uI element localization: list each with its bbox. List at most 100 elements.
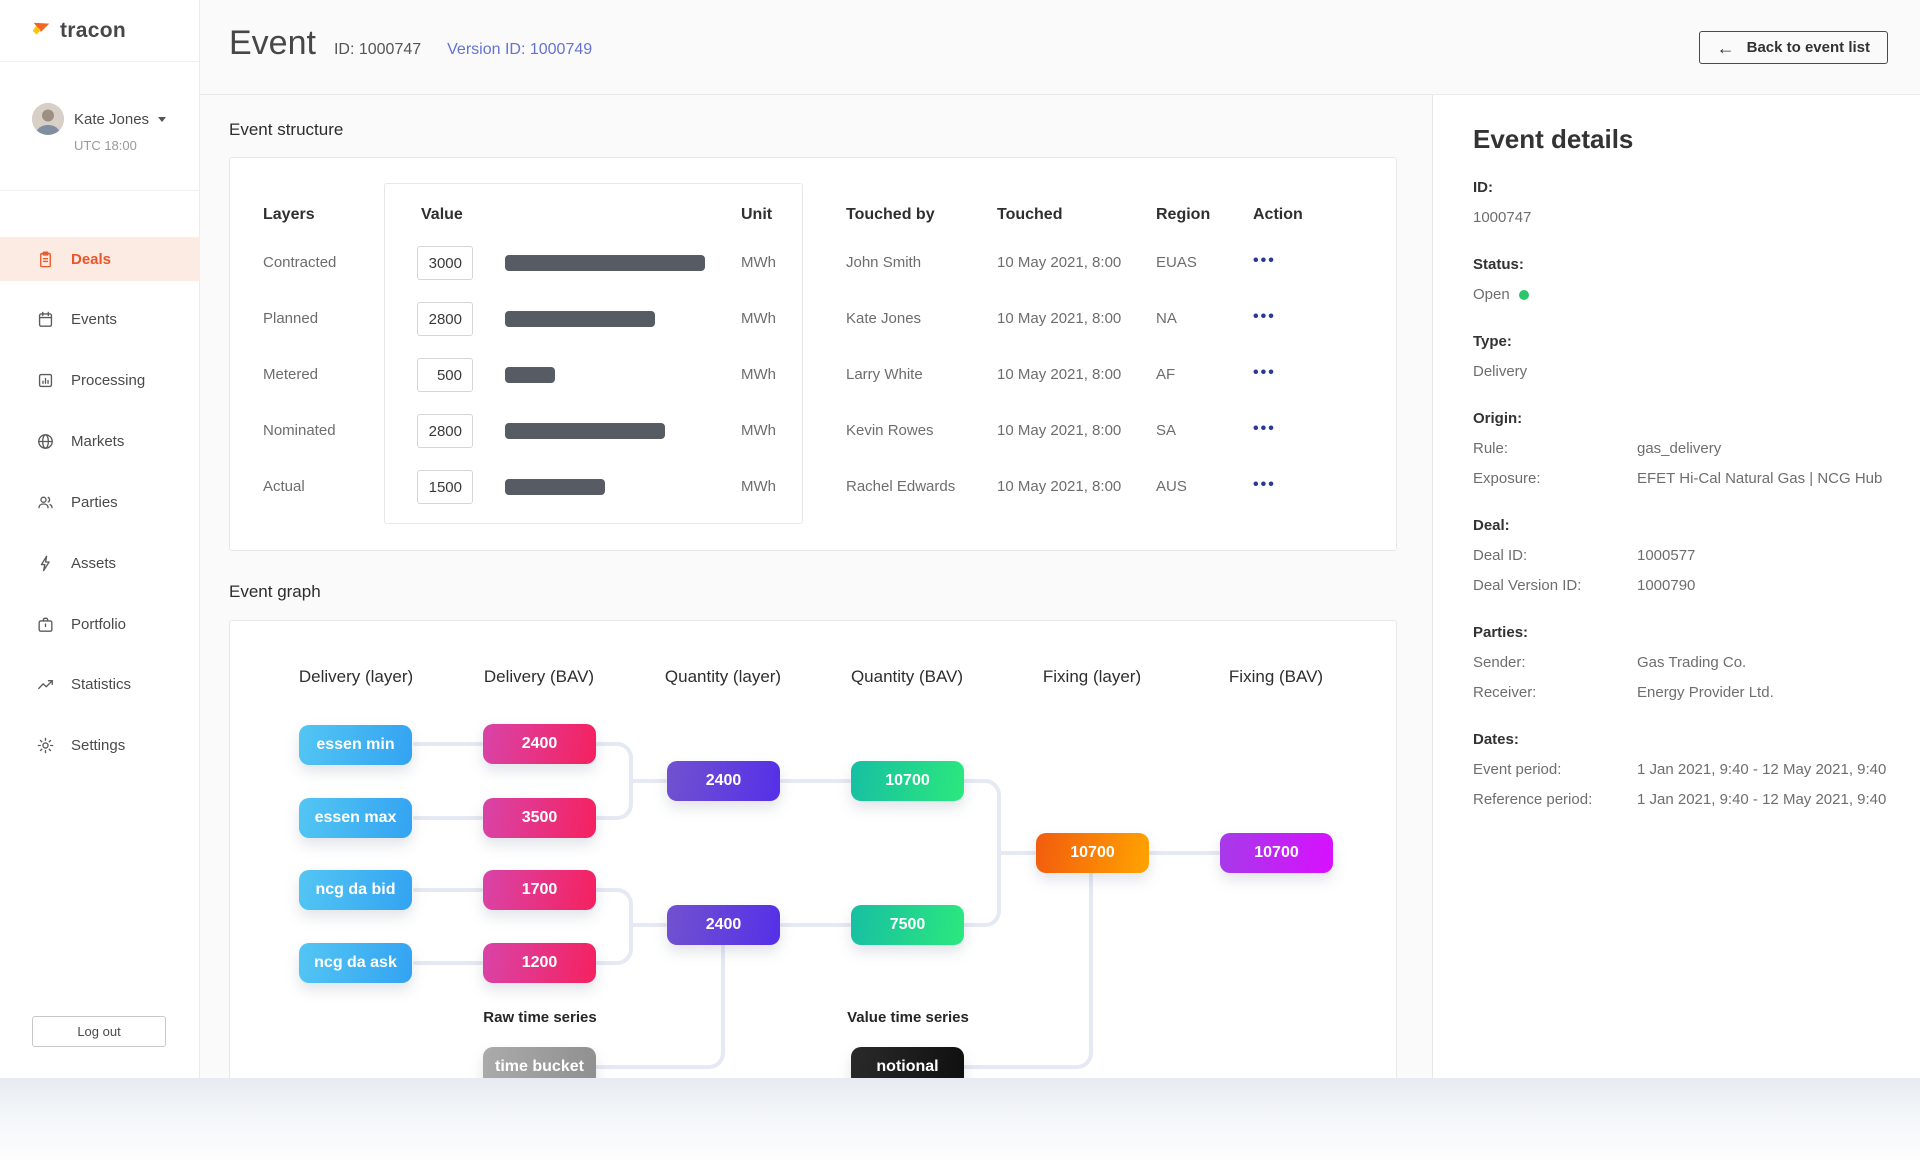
graph-node-delivery-bav-3[interactable]: 1700	[483, 870, 596, 910]
event-graph-card: Delivery (layer) Delivery (BAV) Quantity…	[229, 620, 1397, 1090]
sidebar-item-label: Parties	[71, 493, 118, 511]
value-bar	[505, 479, 705, 495]
calendar-icon	[36, 310, 55, 329]
graph-col-delivery-bav: Delivery (BAV)	[483, 667, 595, 686]
graph-node-delivery-bav-2[interactable]: 3500	[483, 798, 596, 838]
graph-node-fixing-bav[interactable]: 10700	[1220, 833, 1333, 873]
region-value: EUAS	[1156, 254, 1197, 271]
value-input[interactable]	[417, 358, 473, 392]
graph-col-quantity-layer: Quantity (layer)	[664, 667, 782, 686]
col-header-value: Value	[421, 206, 463, 223]
value-bar	[505, 423, 705, 439]
touched-by-value: John Smith	[846, 254, 922, 271]
region-value: NA	[1156, 310, 1177, 327]
value-input[interactable]	[417, 414, 473, 448]
row-actions-menu[interactable]: •••	[1253, 252, 1276, 269]
sidebar-item-label: Portfolio	[71, 615, 127, 633]
detail-value: EFET Hi-Cal Natural Gas | NCG Hub	[1637, 470, 1883, 487]
sidebar-item-assets[interactable]: Assets	[0, 541, 200, 585]
value-input[interactable]	[417, 246, 473, 280]
detail-section-dates: Dates: Event period: 1 Jan 2021, 9:40 - 1…	[1473, 725, 1890, 815]
graph-edge	[413, 742, 483, 746]
sidebar-item-processing[interactable]: Processing	[0, 358, 200, 402]
detail-section-deal: Deal: Deal ID: 1000577 Deal Version ID: 10…	[1473, 511, 1890, 601]
graph-edge	[413, 816, 483, 820]
value-bar	[505, 311, 705, 327]
unit-label: MWh	[741, 310, 776, 327]
briefcase-icon	[36, 615, 55, 634]
user-name: Kate Jones	[74, 111, 167, 128]
value-time-series-label: Value time series	[847, 1009, 969, 1026]
sidebar: tracon Kate Jones UTC 18:00 Deals	[0, 0, 200, 1160]
detail-key: Deal ID:	[1473, 547, 1528, 564]
sidebar-item-label: Settings	[71, 736, 126, 754]
row-actions-menu[interactable]: •••	[1253, 364, 1276, 381]
graph-edge	[413, 888, 483, 892]
touched-by-value: Larry White	[846, 366, 923, 383]
lightning-icon	[36, 554, 55, 573]
chevron-down-icon	[158, 117, 167, 122]
graph-col-fixing-bav: Fixing (BAV)	[1228, 667, 1324, 686]
sidebar-item-label: Events	[71, 310, 117, 328]
graph-node-delivery-bav-4[interactable]: 1200	[483, 943, 596, 983]
graph-edge-merge	[596, 742, 633, 820]
version-id-link[interactable]: Version ID: 1000749	[447, 41, 593, 58]
graph-node-time-bucket[interactable]: time bucket	[483, 1047, 596, 1087]
app-logo[interactable]: tracon	[0, 0, 199, 62]
graph-node-ncg-da-ask[interactable]: ncg da ask	[299, 943, 412, 983]
trending-up-icon	[36, 675, 55, 694]
graph-node-quantity-bav-1[interactable]: 10700	[851, 761, 964, 801]
sidebar-item-statistics[interactable]: Statistics	[0, 662, 200, 706]
row-actions-menu[interactable]: •••	[1253, 420, 1276, 437]
detail-key: Sender:	[1473, 654, 1526, 671]
users-icon	[36, 493, 55, 512]
graph-node-notional[interactable]: notional	[851, 1047, 964, 1087]
region-value: AUS	[1156, 478, 1187, 495]
sidebar-item-markets[interactable]: Markets	[0, 419, 200, 463]
touched-value: 10 May 2021, 8:00	[997, 422, 1122, 439]
graph-node-fixing-layer[interactable]: 10700	[1036, 833, 1149, 873]
clipboard-icon	[36, 250, 55, 269]
detail-label: Status:	[1473, 256, 1524, 273]
detail-value: Energy Provider Ltd.	[1637, 684, 1774, 701]
detail-key: Event period:	[1473, 761, 1562, 778]
value-input[interactable]	[417, 302, 473, 336]
col-header-unit: Unit	[741, 206, 773, 223]
detail-key: Reference period:	[1473, 791, 1593, 808]
detail-label: Type:	[1473, 333, 1512, 350]
value-panel	[384, 183, 803, 524]
detail-section-parties: Parties: Sender: Gas Trading Co. Receiver…	[1473, 618, 1890, 708]
region-value: SA	[1156, 422, 1177, 439]
detail-value: 1 Jan 2021, 9:40 - 12 May 2021, 9:40	[1637, 761, 1887, 778]
sidebar-item-portfolio[interactable]: Portfolio	[0, 602, 200, 646]
graph-node-quantity-layer-2[interactable]: 2400	[667, 905, 780, 945]
detail-value: Gas Trading Co.	[1637, 654, 1747, 671]
sidebar-item-events[interactable]: Events	[0, 297, 200, 341]
value-input[interactable]	[417, 470, 473, 504]
col-header-touched: Touched	[997, 206, 1063, 223]
sidebar-item-label: Statistics	[71, 675, 132, 693]
graph-node-essen-min[interactable]: essen min	[299, 725, 412, 765]
sidebar-item-settings[interactable]: Settings	[0, 723, 200, 767]
logout-button[interactable]: Log out	[32, 1016, 166, 1047]
col-header-touched-by: Touched by	[846, 206, 935, 223]
row-actions-menu[interactable]: •••	[1253, 308, 1276, 325]
touched-value: 10 May 2021, 8:00	[997, 366, 1122, 383]
sidebar-item-deals[interactable]: Deals	[0, 237, 200, 281]
graph-node-essen-max[interactable]: essen max	[299, 798, 412, 838]
sidebar-item-parties[interactable]: Parties	[0, 480, 200, 524]
user-timezone: UTC 18:00	[74, 138, 137, 153]
graph-edge	[1149, 851, 1220, 855]
event-details-title: Event details	[1473, 124, 1634, 154]
user-menu[interactable]: Kate Jones UTC 18:00	[0, 90, 199, 190]
touched-value: 10 May 2021, 8:00	[997, 254, 1122, 271]
graph-node-ncg-da-bid[interactable]: ncg da bid	[299, 870, 412, 910]
graph-node-quantity-layer-1[interactable]: 2400	[667, 761, 780, 801]
page-header: Event ID: 1000747 Version ID: 1000749 ← …	[200, 0, 1920, 95]
graph-node-delivery-bav-1[interactable]: 2400	[483, 724, 596, 764]
layer-label: Nominated	[263, 422, 336, 439]
graph-node-quantity-bav-2[interactable]: 7500	[851, 905, 964, 945]
graph-col-fixing-layer: Fixing (layer)	[1042, 667, 1142, 686]
row-actions-menu[interactable]: •••	[1253, 476, 1276, 493]
back-to-event-list-button[interactable]: ← Back to event list	[1698, 31, 1888, 64]
